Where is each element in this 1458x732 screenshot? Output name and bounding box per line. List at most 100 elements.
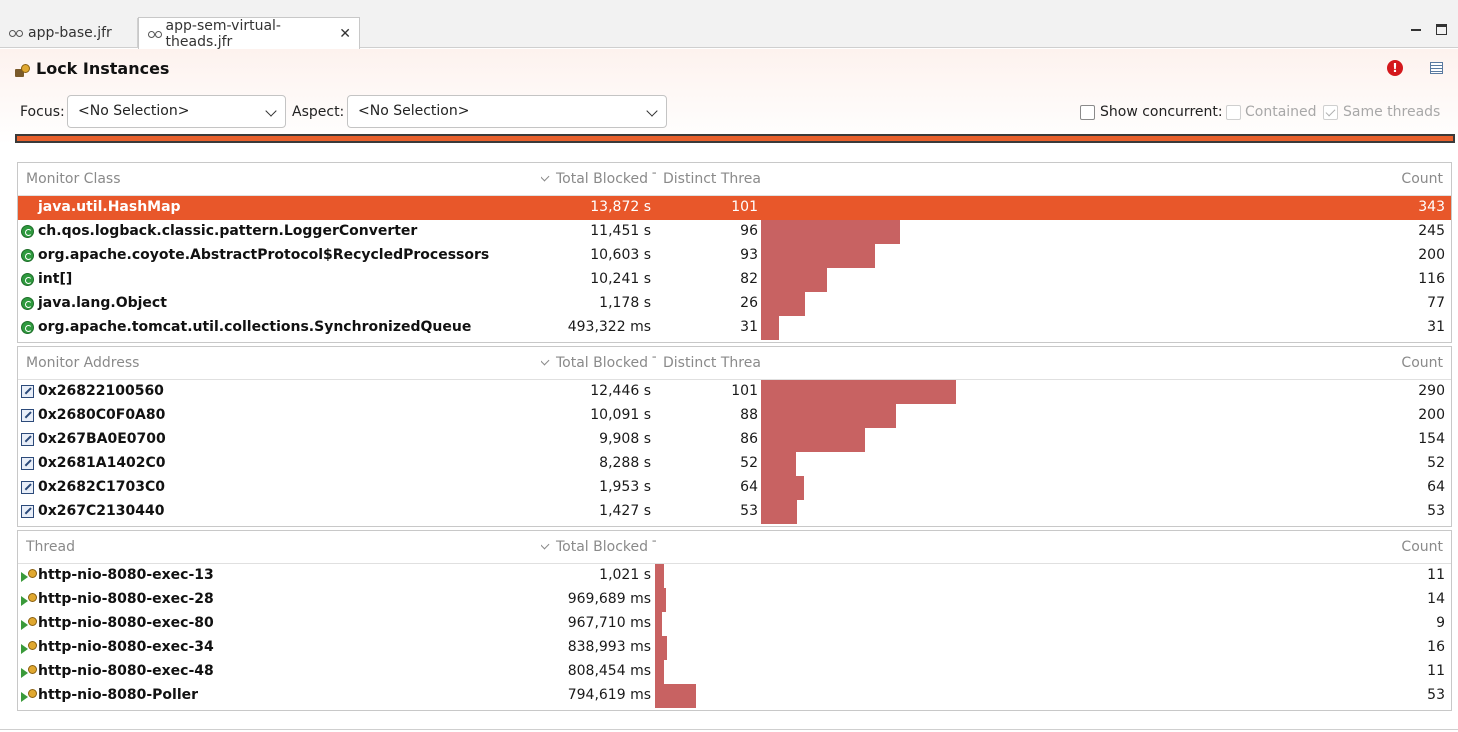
address-icon — [21, 433, 34, 446]
table-row[interactable]: http-nio-8080-exec-13 1,021 s 11 — [18, 564, 1451, 588]
column-thread[interactable]: Thread — [26, 539, 75, 555]
table-row[interactable]: org.apache.coyote.AbstractProtocol$Recyc… — [18, 244, 1451, 268]
same-threads-checkbox[interactable] — [1323, 105, 1338, 120]
table-row[interactable]: http-nio-8080-exec-48 808,454 ms 11 — [18, 660, 1451, 684]
table-row[interactable]: 0x267C2130440 1,427 s 53 53 — [18, 500, 1451, 524]
thread-table: Thread Total Blocked T Count http-nio-80… — [17, 530, 1452, 711]
table-row[interactable]: 0x2681A1402C0 8,288 s 52 52 — [18, 452, 1451, 476]
count-bar — [761, 404, 896, 428]
show-concurrent-checkbox[interactable] — [1080, 105, 1095, 120]
row-name: org.apache.coyote.AbstractProtocol$Recyc… — [38, 247, 490, 263]
row-total-blocked: 10,241 s — [590, 271, 651, 287]
row-total-blocked: 13,872 s — [590, 199, 651, 215]
table-row[interactable]: 0x267BA0E0700 9,908 s 86 154 — [18, 428, 1451, 452]
tab-app-sem-virtual-theads[interactable]: app-sem-virtual-theads.jfr ✕ — [138, 17, 360, 50]
column-total-blocked[interactable]: Total Blocked T — [541, 171, 656, 187]
column-monitor-class[interactable]: Monitor Class — [26, 171, 121, 187]
table-row[interactable]: http-nio-8080-Poller 794,619 ms 53 — [18, 684, 1451, 708]
table-row[interactable]: java.lang.Object 1,178 s 26 77 — [18, 292, 1451, 316]
row-count: 154 — [1418, 431, 1445, 447]
count-bar — [655, 660, 664, 684]
tab-label: app-sem-virtual-theads.jfr — [165, 17, 281, 50]
column-total-blocked[interactable]: Total Blocked T — [541, 355, 656, 371]
recording-icon — [8, 28, 24, 38]
row-name: http-nio-8080-exec-80 — [38, 615, 214, 631]
row-name: http-nio-8080-exec-34 — [38, 639, 214, 655]
table-settings-icon[interactable] — [1430, 62, 1443, 74]
count-bar — [655, 564, 664, 588]
row-count: 16 — [1427, 639, 1445, 655]
error-icon[interactable]: ! — [1387, 60, 1403, 76]
table-row[interactable]: 0x2680C0F0A80 10,091 s 88 200 — [18, 404, 1451, 428]
row-total-blocked: 10,091 s — [590, 407, 651, 423]
count-bar — [761, 292, 805, 316]
row-distinct-threads: 52 — [740, 455, 758, 471]
column-count[interactable]: Count — [1401, 539, 1443, 555]
row-count: 31 — [1427, 319, 1445, 335]
row-total-blocked: 11,451 s — [590, 223, 651, 239]
row-count: 245 — [1418, 223, 1445, 239]
row-count: 64 — [1427, 479, 1445, 495]
count-bar — [655, 588, 666, 612]
table-header: Monitor Class Total Blocked T Distinct T… — [18, 163, 1451, 196]
row-name: java.util.HashMap — [38, 199, 181, 215]
row-total-blocked: 838,993 ms — [567, 639, 651, 655]
table-row[interactable]: 0x26822100560 12,446 s 101 290 — [18, 380, 1451, 404]
row-distinct-threads: 53 — [740, 503, 758, 519]
row-distinct-threads: 101 — [731, 383, 758, 399]
count-bar — [761, 244, 875, 268]
monitor-class-table: Monitor Class Total Blocked T Distinct T… — [17, 162, 1452, 343]
chevron-down-icon — [265, 105, 277, 117]
row-name: int[] — [38, 271, 73, 287]
contained-checkbox[interactable] — [1226, 105, 1241, 120]
table-row[interactable]: org.apache.tomcat.util.collections.Synch… — [18, 316, 1451, 340]
class-icon — [21, 249, 34, 262]
column-monitor-address[interactable]: Monitor Address — [26, 355, 140, 371]
row-distinct-threads: 82 — [740, 271, 758, 287]
row-distinct-threads: 88 — [740, 407, 758, 423]
timeline-bar[interactable] — [15, 134, 1455, 143]
table-row[interactable]: http-nio-8080-exec-80 967,710 ms 9 — [18, 612, 1451, 636]
table-row[interactable]: http-nio-8080-exec-34 838,993 ms 16 — [18, 636, 1451, 660]
column-total-blocked[interactable]: Total Blocked T — [541, 539, 656, 555]
table-row[interactable]: ch.qos.logback.classic.pattern.LoggerCon… — [18, 220, 1451, 244]
row-name: 0x267BA0E0700 — [38, 431, 166, 447]
address-icon — [21, 481, 34, 494]
focus-label: Focus: — [20, 104, 65, 120]
editor-tab-strip: app-base.jfr app-sem-virtual-theads.jfr … — [0, 0, 1458, 50]
count-bar — [761, 500, 797, 524]
column-count[interactable]: Count — [1401, 171, 1443, 187]
row-distinct-threads: 26 — [740, 295, 758, 311]
count-bar — [761, 452, 796, 476]
row-count: 343 — [1418, 199, 1445, 215]
table-row[interactable]: http-nio-8080-exec-28 969,689 ms 14 — [18, 588, 1451, 612]
row-name: http-nio-8080-exec-28 — [38, 591, 214, 607]
table-row[interactable]: java.util.HashMap 13,872 s 101 343 — [18, 196, 1451, 220]
row-name: http-nio-8080-Poller — [38, 687, 199, 703]
maximize-button[interactable] — [1436, 24, 1447, 35]
table-row[interactable]: int[] 10,241 s 82 116 — [18, 268, 1451, 292]
aspect-select-value: <No Selection> — [358, 103, 470, 119]
column-distinct-threads[interactable]: Distinct Threa — [663, 355, 761, 371]
close-icon[interactable]: ✕ — [339, 25, 351, 42]
row-name: 0x2681A1402C0 — [38, 455, 166, 471]
row-total-blocked: 1,427 s — [599, 503, 651, 519]
column-count[interactable]: Count — [1401, 355, 1443, 371]
address-icon — [21, 409, 34, 422]
tab-app-base[interactable]: app-base.jfr — [0, 18, 138, 48]
table-row[interactable]: 0x2682C1703C0 1,953 s 64 64 — [18, 476, 1451, 500]
class-icon — [21, 273, 34, 286]
row-name: 0x267C2130440 — [38, 503, 165, 519]
address-icon — [21, 385, 34, 398]
row-distinct-threads: 31 — [740, 319, 758, 335]
row-name: java.lang.Object — [38, 295, 167, 311]
row-distinct-threads: 96 — [740, 223, 758, 239]
row-name: http-nio-8080-exec-13 — [38, 567, 214, 583]
focus-select[interactable]: <No Selection> — [67, 95, 286, 128]
column-distinct-threads[interactable]: Distinct Threa — [663, 171, 761, 187]
row-distinct-threads: 101 — [731, 199, 758, 215]
focus-select-value: <No Selection> — [78, 103, 190, 119]
count-bar — [761, 268, 827, 292]
aspect-select[interactable]: <No Selection> — [347, 95, 667, 128]
minimize-button[interactable] — [1410, 22, 1424, 36]
